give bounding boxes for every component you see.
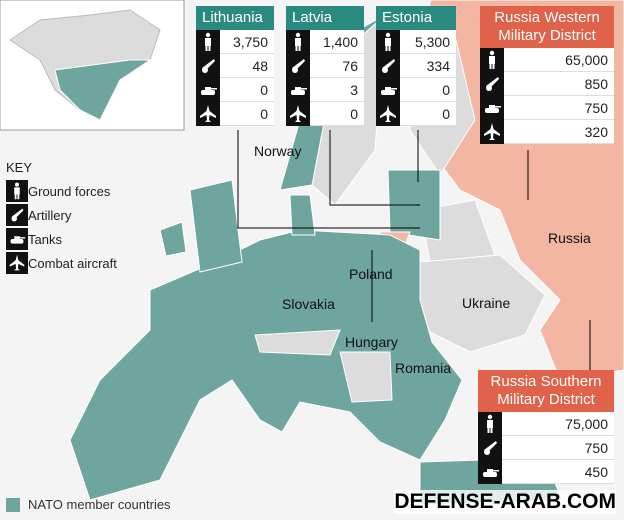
icon	[6, 180, 28, 202]
legend-swatch	[6, 497, 20, 512]
stat-value: 850	[584, 75, 608, 92]
box-title: Latvia	[286, 6, 364, 30]
watermark: DEFENSE-ARAB.COM	[394, 490, 616, 514]
key-label: Ground forces	[28, 183, 111, 199]
map-label: Romania	[395, 360, 452, 376]
stat-box: Estonia 5,300 334 0 0	[376, 6, 456, 126]
stat-row: 5,300	[376, 29, 456, 54]
stat-value: 5,300	[414, 33, 450, 50]
icon	[480, 119, 504, 144]
key: KEY Ground forces Artillery Tanks Combat ai…	[6, 160, 117, 275]
stat-value: 320	[584, 123, 608, 140]
stat-value: 3,750	[232, 33, 268, 50]
icon	[478, 435, 502, 460]
stat-box: Lithuania 3,750 48 0 0	[196, 6, 274, 126]
stat-value: 334	[426, 57, 450, 74]
box-title: Estonia	[376, 6, 456, 30]
map-label: Poland	[349, 266, 393, 282]
key-item: Artillery	[6, 203, 117, 227]
icon	[6, 252, 28, 274]
stat-row: 750	[478, 435, 614, 460]
stat-value: 450	[584, 463, 608, 480]
box-title: Lithuania	[196, 6, 274, 30]
icon	[480, 47, 504, 72]
stat-row: 0	[376, 77, 456, 102]
box-title: Russia Southern Military District	[478, 370, 614, 412]
icon	[376, 77, 400, 102]
icon	[376, 101, 400, 126]
key-item: Ground forces	[6, 179, 117, 203]
legend-text: NATO member countries	[28, 497, 171, 512]
stat-value: 0	[350, 105, 358, 122]
stat-value: 76	[342, 57, 358, 74]
key-title: KEY	[6, 160, 33, 175]
stat-row: 750	[480, 95, 614, 120]
box-title: Russia Western Military District	[480, 6, 614, 48]
stat-row: 65,000	[480, 47, 614, 72]
stat-row: 76	[286, 53, 364, 78]
stat-value: 0	[442, 81, 450, 98]
key-label: Tanks	[28, 231, 62, 247]
stat-row: 1,400	[286, 29, 364, 54]
icon	[478, 411, 502, 436]
stat-value: 1,400	[322, 33, 358, 50]
map-label: Norway	[254, 143, 302, 159]
stat-value: 65,000	[565, 51, 608, 68]
stat-value: 750	[584, 99, 608, 116]
icon	[376, 29, 400, 54]
stat-row: 0	[286, 101, 364, 126]
icon	[480, 95, 504, 120]
stat-box: Russia Southern Military District 75,000 7…	[478, 370, 614, 484]
icon	[480, 71, 504, 96]
stat-row: 3	[286, 77, 364, 102]
stat-row: 0	[196, 101, 274, 126]
icon	[196, 29, 220, 54]
key-item: Combat aircraft	[6, 251, 117, 275]
icon	[196, 53, 220, 78]
stat-value: 0	[260, 81, 268, 98]
icon	[286, 29, 310, 54]
stat-box: Russia Western Military District 65,000 85…	[480, 6, 614, 144]
icon	[196, 101, 220, 126]
icon	[286, 53, 310, 78]
stat-row: 0	[376, 101, 456, 126]
legend: NATO member countries	[6, 497, 171, 512]
key-item: Tanks	[6, 227, 117, 251]
icon	[6, 228, 28, 250]
icon	[196, 77, 220, 102]
icon	[286, 101, 310, 126]
icon	[6, 204, 28, 226]
stat-value: 0	[442, 105, 450, 122]
stat-row: 3,750	[196, 29, 274, 54]
stat-row: 0	[196, 77, 274, 102]
stat-value: 3	[350, 81, 358, 98]
stat-value: 75,000	[565, 415, 608, 432]
icon	[286, 77, 310, 102]
map-label: Hungary	[345, 334, 398, 350]
stat-box: Latvia 1,400 76 3 0	[286, 6, 364, 126]
stat-row: 450	[478, 459, 614, 484]
stat-value: 0	[260, 105, 268, 122]
map-label: Slovakia	[282, 296, 335, 312]
stat-row: 48	[196, 53, 274, 78]
stat-row: 75,000	[478, 411, 614, 436]
map-label: Ukraine	[462, 295, 511, 311]
icon	[376, 53, 400, 78]
key-label: Artillery	[28, 207, 72, 223]
stat-row: 850	[480, 71, 614, 96]
stat-row: 320	[480, 119, 614, 144]
map-label: Russia	[548, 230, 591, 246]
stat-value: 750	[584, 439, 608, 456]
stat-value: 48	[252, 57, 268, 74]
key-label: Combat aircraft	[28, 255, 117, 271]
icon	[478, 459, 502, 484]
stat-row: 334	[376, 53, 456, 78]
